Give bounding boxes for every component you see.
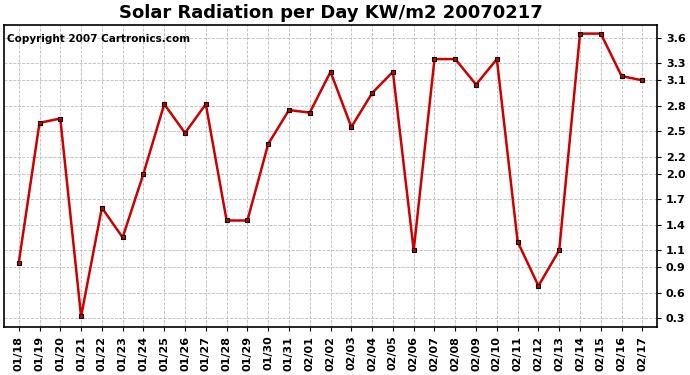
Text: Copyright 2007 Cartronics.com: Copyright 2007 Cartronics.com [8,34,190,44]
Title: Solar Radiation per Day KW/m2 20070217: Solar Radiation per Day KW/m2 20070217 [119,4,542,22]
